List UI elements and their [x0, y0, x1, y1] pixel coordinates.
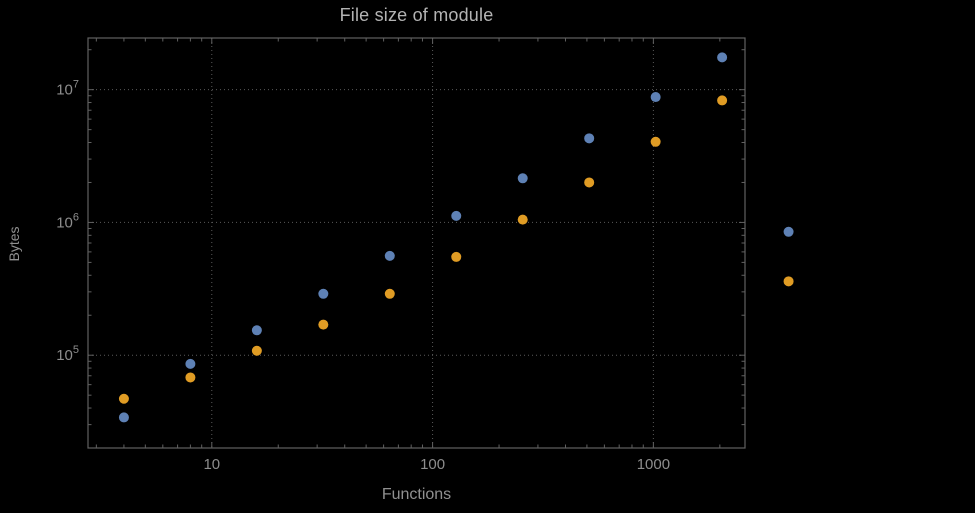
y-tick-label: 107: [56, 79, 79, 99]
data-point-series-orange: [318, 319, 329, 330]
data-point-series-blue: [118, 412, 129, 423]
data-point-series-blue: [384, 250, 395, 261]
data-point-series-orange: [650, 136, 661, 147]
data-point-series-blue: [584, 133, 595, 144]
x-tick-label: 10: [203, 456, 220, 473]
y-tick-label: 106: [56, 211, 79, 231]
y-axis-label: Bytes: [6, 226, 22, 262]
plot-frame: [87, 37, 746, 449]
data-point-series-blue: [251, 325, 262, 336]
data-point-series-orange: [384, 288, 395, 299]
data-point-series-blue: [318, 288, 329, 299]
data-point-series-orange: [251, 345, 262, 356]
data-point-series-orange: [451, 251, 462, 262]
data-point-series-blue: [517, 173, 528, 184]
x-tick-label: 100: [420, 456, 445, 473]
x-tick-label: 1000: [637, 456, 670, 473]
y-tick-label: 105: [56, 344, 79, 364]
data-point-series-blue: [185, 358, 196, 369]
data-point-series-orange: [118, 393, 129, 404]
data-point-series-blue: [717, 52, 728, 63]
x-axis-label: Functions: [381, 486, 452, 503]
data-point-series-orange: [717, 95, 728, 106]
data-point-series-orange: [783, 276, 794, 287]
data-point-series-blue: [783, 226, 794, 237]
chart-title: File size of module: [339, 5, 494, 25]
data-point-series-blue: [451, 210, 462, 221]
data-point-series-orange: [517, 214, 528, 225]
data-point-series-orange: [584, 177, 595, 188]
data-point-series-blue: [650, 92, 661, 103]
data-point-series-orange: [185, 372, 196, 383]
